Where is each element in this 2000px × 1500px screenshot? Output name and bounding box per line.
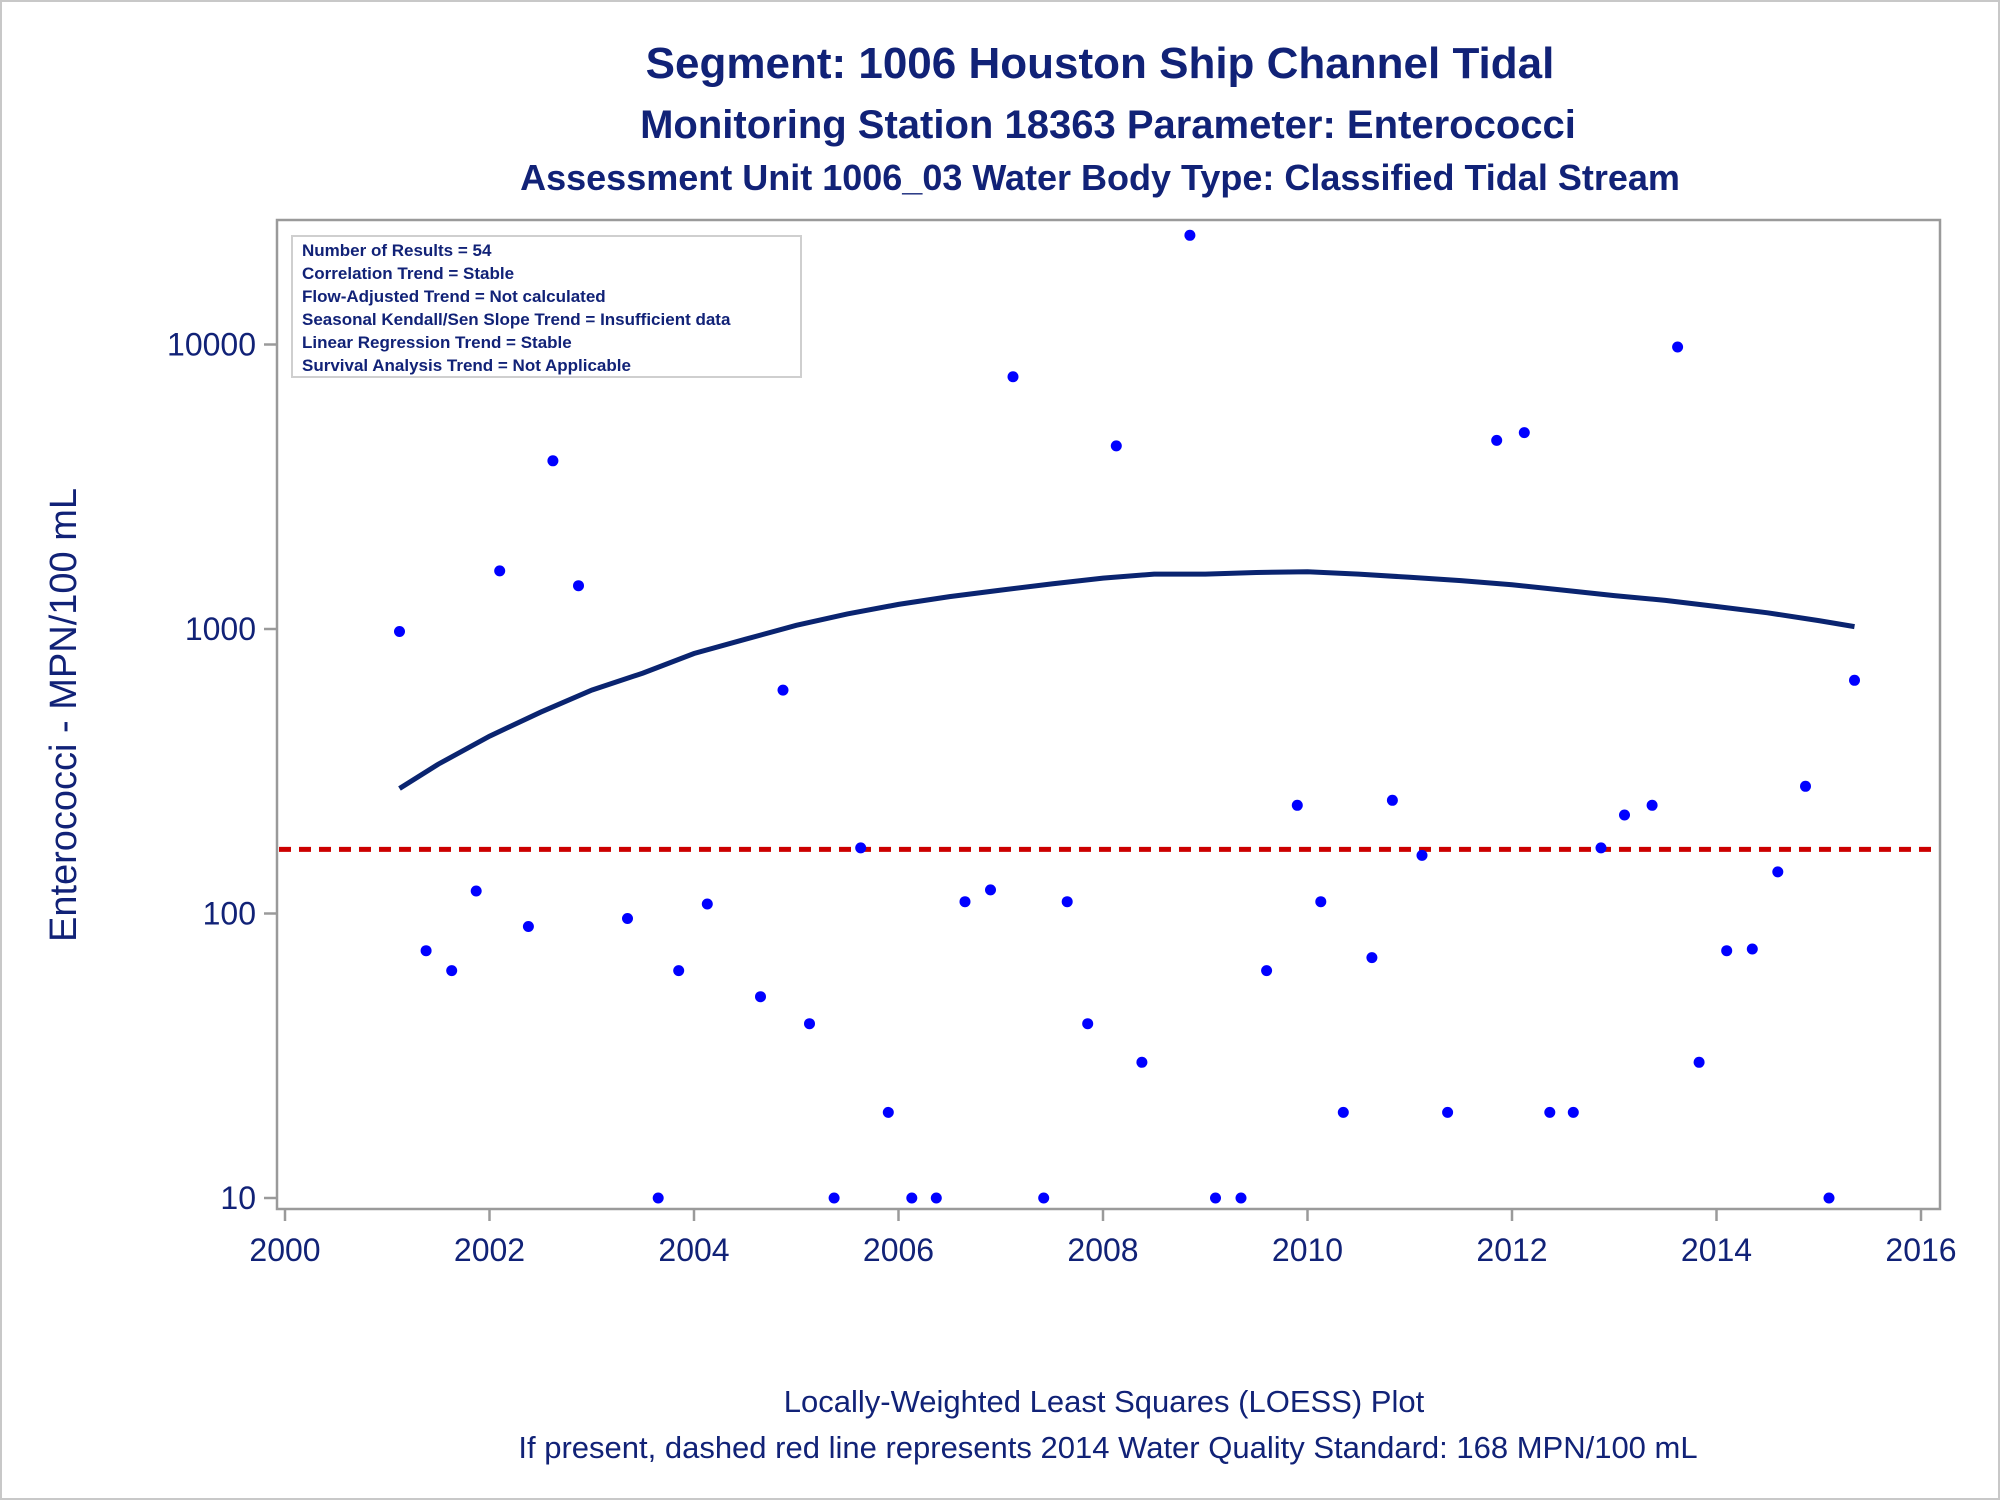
data-point — [1210, 1192, 1221, 1204]
plot-area — [275, 218, 1942, 1211]
data-point — [1386, 794, 1398, 806]
y-axis: 10 100 1000 10000 — [167, 327, 277, 1216]
x-tick-label: 2002 — [454, 1232, 525, 1268]
data-point — [1672, 341, 1684, 353]
y-axis-label: Enterococci - MPN/100 mL — [43, 488, 85, 942]
chart-title: Segment: 1006 Houston Ship Channel Tidal — [646, 39, 1555, 88]
chart-subtitle-assessment: Assessment Unit 1006_03 Water Body Type:… — [520, 157, 1680, 198]
data-point — [1646, 799, 1658, 811]
data-point — [1235, 1192, 1247, 1204]
stats-line-correlation: Correlation Trend = Stable — [302, 264, 514, 283]
footer-loess-note: Locally-Weighted Least Squares (LOESS) P… — [784, 1384, 1425, 1419]
data-point — [1136, 1056, 1148, 1068]
data-point — [394, 626, 405, 637]
stats-line-seasonal: Seasonal Kendall/Sen Slope Trend = Insuf… — [302, 310, 731, 329]
x-tick-label: 2014 — [1681, 1232, 1752, 1268]
data-point — [547, 455, 559, 467]
data-point — [1007, 371, 1019, 383]
data-point — [777, 684, 789, 696]
chart-subtitle-station: Monitoring Station 18363 Parameter: Ente… — [640, 103, 1576, 147]
data-point — [906, 1192, 918, 1204]
x-axis: 2000 2002 2004 2006 2008 2010 2012 2014 2016 — [249, 1209, 1957, 1268]
x-tick-label: 2012 — [1476, 1232, 1547, 1268]
data-point — [652, 1192, 664, 1204]
data-point — [1595, 842, 1607, 854]
data-point — [522, 921, 534, 932]
loess-curve — [398, 569, 1855, 791]
data-point — [1291, 799, 1303, 811]
y-tick-label: 10 — [220, 1180, 256, 1216]
x-tick-label: 2016 — [1885, 1232, 1956, 1268]
data-point — [1619, 809, 1630, 821]
data-point — [1772, 866, 1784, 878]
data-point — [573, 580, 584, 592]
y-tick-label: 1000 — [185, 611, 256, 647]
data-point — [755, 991, 766, 1003]
x-tick-label: 2006 — [863, 1232, 934, 1268]
data-point — [1082, 1018, 1094, 1030]
data-point — [1823, 1192, 1835, 1204]
y-tick-label: 100 — [203, 896, 256, 932]
data-point — [470, 885, 482, 897]
data-point — [882, 1106, 894, 1118]
data-point — [855, 842, 867, 854]
stats-box — [291, 235, 802, 378]
data-point — [1442, 1106, 1454, 1118]
data-point — [985, 884, 996, 896]
y-tick-label: 10000 — [167, 327, 256, 363]
data-point — [701, 898, 713, 910]
data-point — [1721, 945, 1733, 957]
data-point — [622, 913, 633, 924]
stats-line-flow: Flow-Adjusted Trend = Not calculated — [302, 287, 606, 306]
data-point — [673, 965, 685, 977]
data-point — [930, 1192, 942, 1204]
data-point — [959, 896, 971, 908]
data-point — [1038, 1192, 1050, 1204]
stats-line-regression: Linear Regression Trend = Stable — [302, 333, 572, 352]
data-point — [1800, 780, 1811, 792]
data-point — [1567, 1106, 1579, 1118]
data-point — [1315, 896, 1327, 908]
data-point — [828, 1192, 840, 1204]
data-point — [446, 965, 458, 977]
data-points — [394, 229, 1860, 1204]
stats-line-survival: Survival Analysis Trend = Not Applicable — [302, 356, 631, 375]
data-point — [1693, 1056, 1705, 1068]
x-tick-label: 2008 — [1067, 1232, 1138, 1268]
data-point — [804, 1018, 815, 1030]
data-point — [1544, 1106, 1556, 1118]
data-point — [1337, 1106, 1349, 1118]
data-point — [1849, 674, 1860, 686]
footer-standard-note: If present, dashed red line represents 2… — [518, 1430, 1697, 1465]
data-point — [1366, 952, 1378, 964]
x-tick-label: 2000 — [249, 1232, 320, 1268]
data-point — [1491, 434, 1503, 446]
data-point — [420, 945, 432, 957]
x-tick-label: 2004 — [658, 1232, 729, 1268]
data-point — [1061, 896, 1073, 908]
data-point — [494, 565, 506, 577]
data-point — [1110, 440, 1122, 452]
data-point — [1416, 849, 1428, 861]
data-point — [1184, 229, 1196, 241]
stats-line-results: Number of Results = 54 — [302, 241, 492, 260]
x-tick-label: 2010 — [1272, 1232, 1343, 1268]
data-point — [1518, 427, 1530, 439]
data-point — [1261, 965, 1273, 977]
data-point — [1746, 943, 1758, 955]
